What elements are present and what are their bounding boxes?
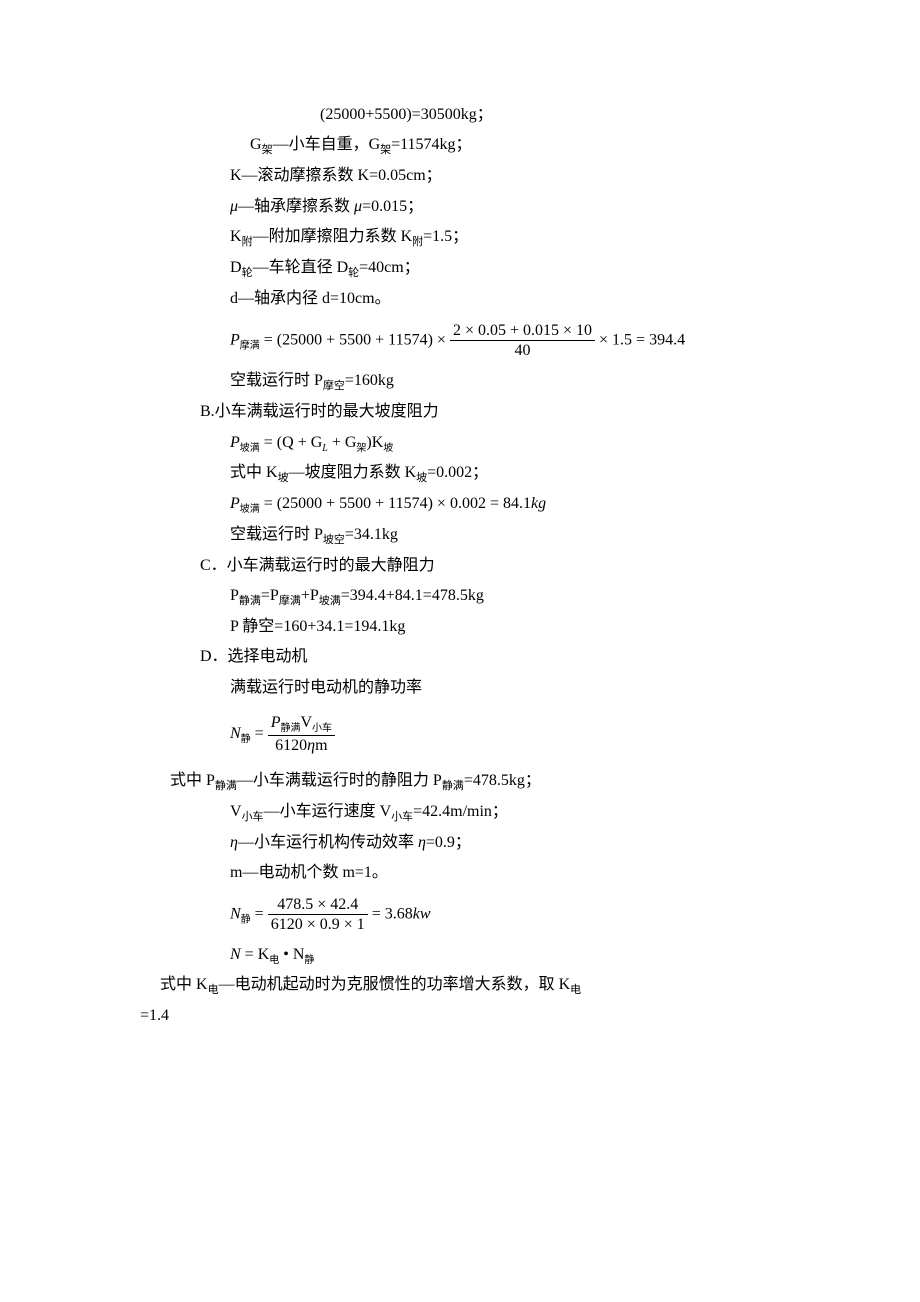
formula-p-friction-full: P摩满 = (25000 + 5500 + 11574) × 2 × 0.05 … (140, 321, 800, 360)
line-d-wheel: D轮—车轮直径 D轮=40cm； (140, 253, 800, 284)
line-p-static-full: P静满=P摩满+P坡满=394.4+84.1=478.5kg (140, 581, 800, 612)
line-k-slope: 式中 K坡—坡度阻力系数 K坡=0.002； (140, 458, 800, 489)
section-c: C．小车满载运行时的最大静阻力 (140, 551, 800, 581)
section-b: B.小车满载运行时的最大坡度阻力 (140, 397, 800, 427)
formula-n-static-val: N静 = 478.5 × 42.46120 × 0.9 × 1 = 3.68kw (140, 895, 800, 934)
line-k-add: K附—附加摩擦阻力系数 K附=1.5； (140, 222, 800, 253)
line-motor-power-label: 满载运行时电动机的静功率 (140, 673, 800, 703)
line-m-count: m—电动机个数 m=1。 (140, 858, 800, 888)
formula-p-slope-full-expr: P坡满 = (Q + GL + G架)K坡 (140, 428, 800, 458)
formula-n-k: N = K电 • N静 (140, 940, 800, 970)
line-d-bearing: d—轴承内径 d=10cm。 (140, 284, 800, 314)
section-d: D．选择电动机 (140, 642, 800, 672)
line-where-k-elec: 式中 K电—电动机起动时为克服惯性的功率增大系数，取 K电 (140, 970, 800, 1001)
line-v-trolley: V小车—小车运行速度 V小车=42.4m/min； (140, 797, 800, 828)
formula-n-static: N静 = P静满V小车6120ηm (140, 713, 800, 755)
line-eta: η—小车运行机构传动效率 η=0.9； (140, 828, 800, 858)
line-k-elec-val: =1.4 (140, 1001, 800, 1031)
line-total-weight: (25000+5500)=30500kg； (140, 100, 800, 130)
line-p-slope-empty: 空载运行时 P坡空=34.1kg (140, 520, 800, 551)
line-p-static-empty: P 静空=160+34.1=194.1kg (140, 612, 800, 642)
line-where-p-static: 式中 P静满—小车满载运行时的静阻力 P静满=478.5kg； (140, 766, 800, 797)
line-k-rolling: K—滚动摩擦系数 K=0.05cm； (140, 161, 800, 191)
line-p-friction-empty: 空载运行时 P摩空=160kg (140, 366, 800, 397)
line-mu: μ—轴承摩擦系数 μ=0.015； (140, 192, 800, 222)
formula-p-slope-full-val: P坡满 = (25000 + 5500 + 11574) × 0.002 = 8… (140, 489, 800, 519)
line-g-frame: G架—小车自重，G架=11574kg； (140, 130, 800, 161)
